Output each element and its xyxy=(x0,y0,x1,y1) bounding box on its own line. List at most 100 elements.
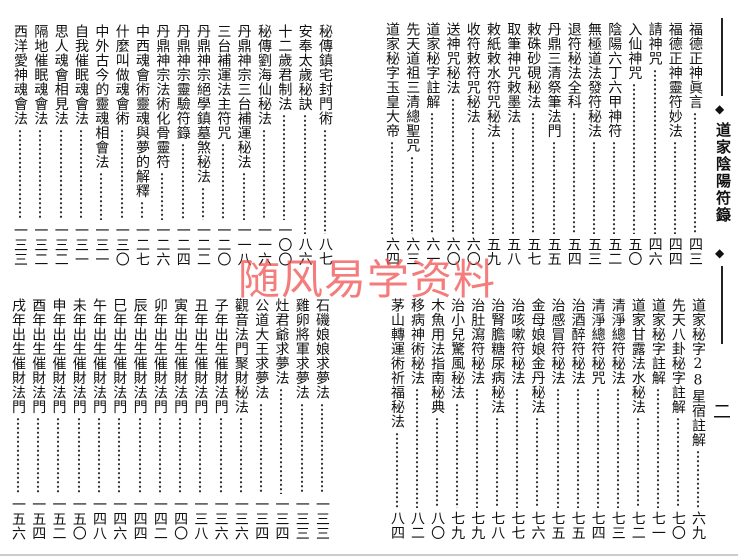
dot-leader xyxy=(15,417,20,494)
toc-entry-page: 一五六 xyxy=(9,496,26,541)
dot-leader xyxy=(652,68,657,234)
dot-leader xyxy=(655,388,660,508)
toc-entry: 取筆神咒敕墨法 五八 xyxy=(504,22,522,266)
toc-entry: 治酒醉符秘法 七五 xyxy=(569,298,587,540)
toc-entry-page: 一四二 xyxy=(151,496,168,541)
toc-entry-title: 金母娘娘金丹秘法 xyxy=(529,298,546,414)
toc-entry-page: 五七 xyxy=(525,237,542,266)
toc-entry: 自我催眠魂會法 一三一 xyxy=(72,24,90,266)
toc-entry-page: 五〇 xyxy=(626,237,643,266)
toc-entry: 治腎膽糖尿病秘法 七八 xyxy=(488,298,506,540)
toc-entry: 先天八卦秘字註解七〇 xyxy=(669,298,687,540)
toc-entry: 丹鼎神宗三台補運秘法 一一八 xyxy=(235,24,253,266)
toc-entry-title: 敕硃砂硯秘法 xyxy=(525,22,542,109)
toc-entry-page: 一四〇 xyxy=(172,496,189,541)
dot-leader xyxy=(99,172,104,220)
dot-leader xyxy=(551,141,556,234)
toc-entry-title: 灶君爺求夢法 xyxy=(273,298,290,385)
toc-entry: 敕紙敕水符咒秘法 五九 xyxy=(484,22,502,266)
toc-entry: 丹鼎三清祭筆法門 五五 xyxy=(545,22,563,266)
toc-entry: 送神咒秘法 六〇 xyxy=(444,22,462,266)
toc-entry-title: 石磯娘娘求夢法 xyxy=(314,298,330,400)
toc-entry-page: 七八 xyxy=(489,511,506,540)
toc-entry: 雞卵將軍求夢法 一三三 xyxy=(293,298,311,540)
toc-entry-title: 清淨總符秘咒 xyxy=(589,298,606,385)
dot-leader xyxy=(595,388,600,508)
toc-entry-title: 送神咒秘法 xyxy=(444,22,461,95)
toc-entry-page: 一〇〇 xyxy=(276,222,293,267)
dot-leader xyxy=(178,417,183,494)
page-number: 二 xyxy=(713,402,731,423)
dot-leader xyxy=(696,450,700,508)
toc-entry-page: 七〇 xyxy=(669,511,686,540)
header-rule-bottom xyxy=(721,266,723,344)
diamond-ornament-bottom: ◆ xyxy=(715,246,725,260)
toc-entry-page: 五三 xyxy=(586,237,602,266)
dot-leader xyxy=(119,128,124,220)
toc-entry-page: 六九 xyxy=(690,511,706,540)
toc-entry-title: 治咳嗽符秘法 xyxy=(509,298,526,385)
dot-leader xyxy=(415,388,420,508)
toc-entry-title: 先天八卦秘字註解 xyxy=(669,298,686,414)
toc-entry-page: 一一八 xyxy=(235,222,252,267)
toc-entry: 丹鼎神宗絕學鎮墓煞秘法 一二二 xyxy=(194,24,212,266)
toc-entry-page: 四六 xyxy=(646,237,663,266)
dot-leader xyxy=(79,128,84,220)
toc-entry-page: 七四 xyxy=(589,511,606,540)
toc-entry-page: 八七 xyxy=(317,237,333,266)
dot-leader xyxy=(515,388,520,508)
dot-leader xyxy=(592,141,596,234)
toc-entry-title: 未年出生催財法門 xyxy=(70,298,87,414)
toc-entry: 陰陽六丁六甲神符 五二 xyxy=(605,22,623,266)
watermark: 随风易学资料 xyxy=(238,255,497,304)
toc-entry: 午年出生催財法門 一四八 xyxy=(90,298,108,540)
toc-entry-title: 雞卵將軍求夢法 xyxy=(293,298,310,400)
dot-leader xyxy=(320,402,324,494)
toc-entry-page: 一五四 xyxy=(30,496,47,541)
toc-entry-page: 一三一 xyxy=(73,222,90,267)
toc-entry-page: 一三八 xyxy=(192,496,209,541)
toc-entry-title: 福德正神靈符妙法 xyxy=(666,22,683,138)
toc-entry-page: 六三 xyxy=(404,237,421,266)
toc-entry: 未年出生催財法門 一五〇 xyxy=(70,298,88,540)
toc-entry-title: 道家秘字註解 xyxy=(649,298,666,385)
toc-entry-page: 一三六 xyxy=(212,496,229,541)
toc-entry: 治小兒驚風秘法 七九 xyxy=(448,298,466,540)
dot-leader xyxy=(36,417,41,494)
toc-entry-title: 請神咒 xyxy=(646,22,663,66)
toc-entry-page: 一二二 xyxy=(195,222,212,267)
toc-entry: 福德正神靈符妙法 四四 xyxy=(666,22,684,266)
toc-entry-title: 申年出生催財法門 xyxy=(50,298,67,414)
toc-entry: 三台補運法主符咒 一二〇 xyxy=(214,24,232,266)
toc-entry: 秘傳劉海仙秘法 一一六 xyxy=(255,24,273,266)
toc-entry-page: 六〇 xyxy=(444,237,461,266)
toc-entry-page: 五八 xyxy=(505,237,522,266)
toc-entry-title: 子年出生催財法門 xyxy=(212,298,229,414)
toc-entry: 中外古今的靈魂相會法 一三一 xyxy=(92,24,110,266)
toc-entry: 十二歲君制法 一〇〇 xyxy=(275,24,293,266)
toc-entry: 辰年出生催財法門 一四四 xyxy=(131,298,149,540)
toc-entry: 觀音法門聚財秘法 一三六 xyxy=(232,298,250,540)
toc-entry-title: 安奉太歲秘訣 xyxy=(296,24,313,111)
toc-entry-title: 移病神術秘法 xyxy=(409,298,426,385)
toc-entry-title: 收符敕符咒秘法 xyxy=(464,22,481,124)
toc-entry-title: 治肚瀉符秘法 xyxy=(469,298,486,385)
toc-entry-title: 道家秘字玉皇大帝 xyxy=(384,22,400,138)
toc-entry-page: 一二〇 xyxy=(215,222,232,267)
dot-leader xyxy=(675,417,680,508)
dot-leader xyxy=(180,143,185,220)
dot-leader xyxy=(511,126,516,234)
dot-leader xyxy=(430,112,435,234)
toc-entry-page: 六四 xyxy=(384,237,400,266)
toc-entry-page: 七二 xyxy=(629,511,646,540)
toc-entry-page: 一三二 xyxy=(52,222,69,267)
toc-entry-title: 中外古今的靈魂相會法 xyxy=(93,24,110,169)
dot-leader xyxy=(394,431,399,508)
toc-entry: 丑年出生催財法門 一三八 xyxy=(191,298,209,540)
toc-entry-page: 一三二 xyxy=(32,222,49,267)
dot-leader xyxy=(137,417,142,494)
toc-entry-title: 道家秘字註解 xyxy=(424,22,441,109)
toc-entry: 灶君爺求夢法 一三四 xyxy=(272,298,290,540)
dot-leader xyxy=(555,388,560,508)
toc-entry-page: 七六 xyxy=(529,511,546,540)
